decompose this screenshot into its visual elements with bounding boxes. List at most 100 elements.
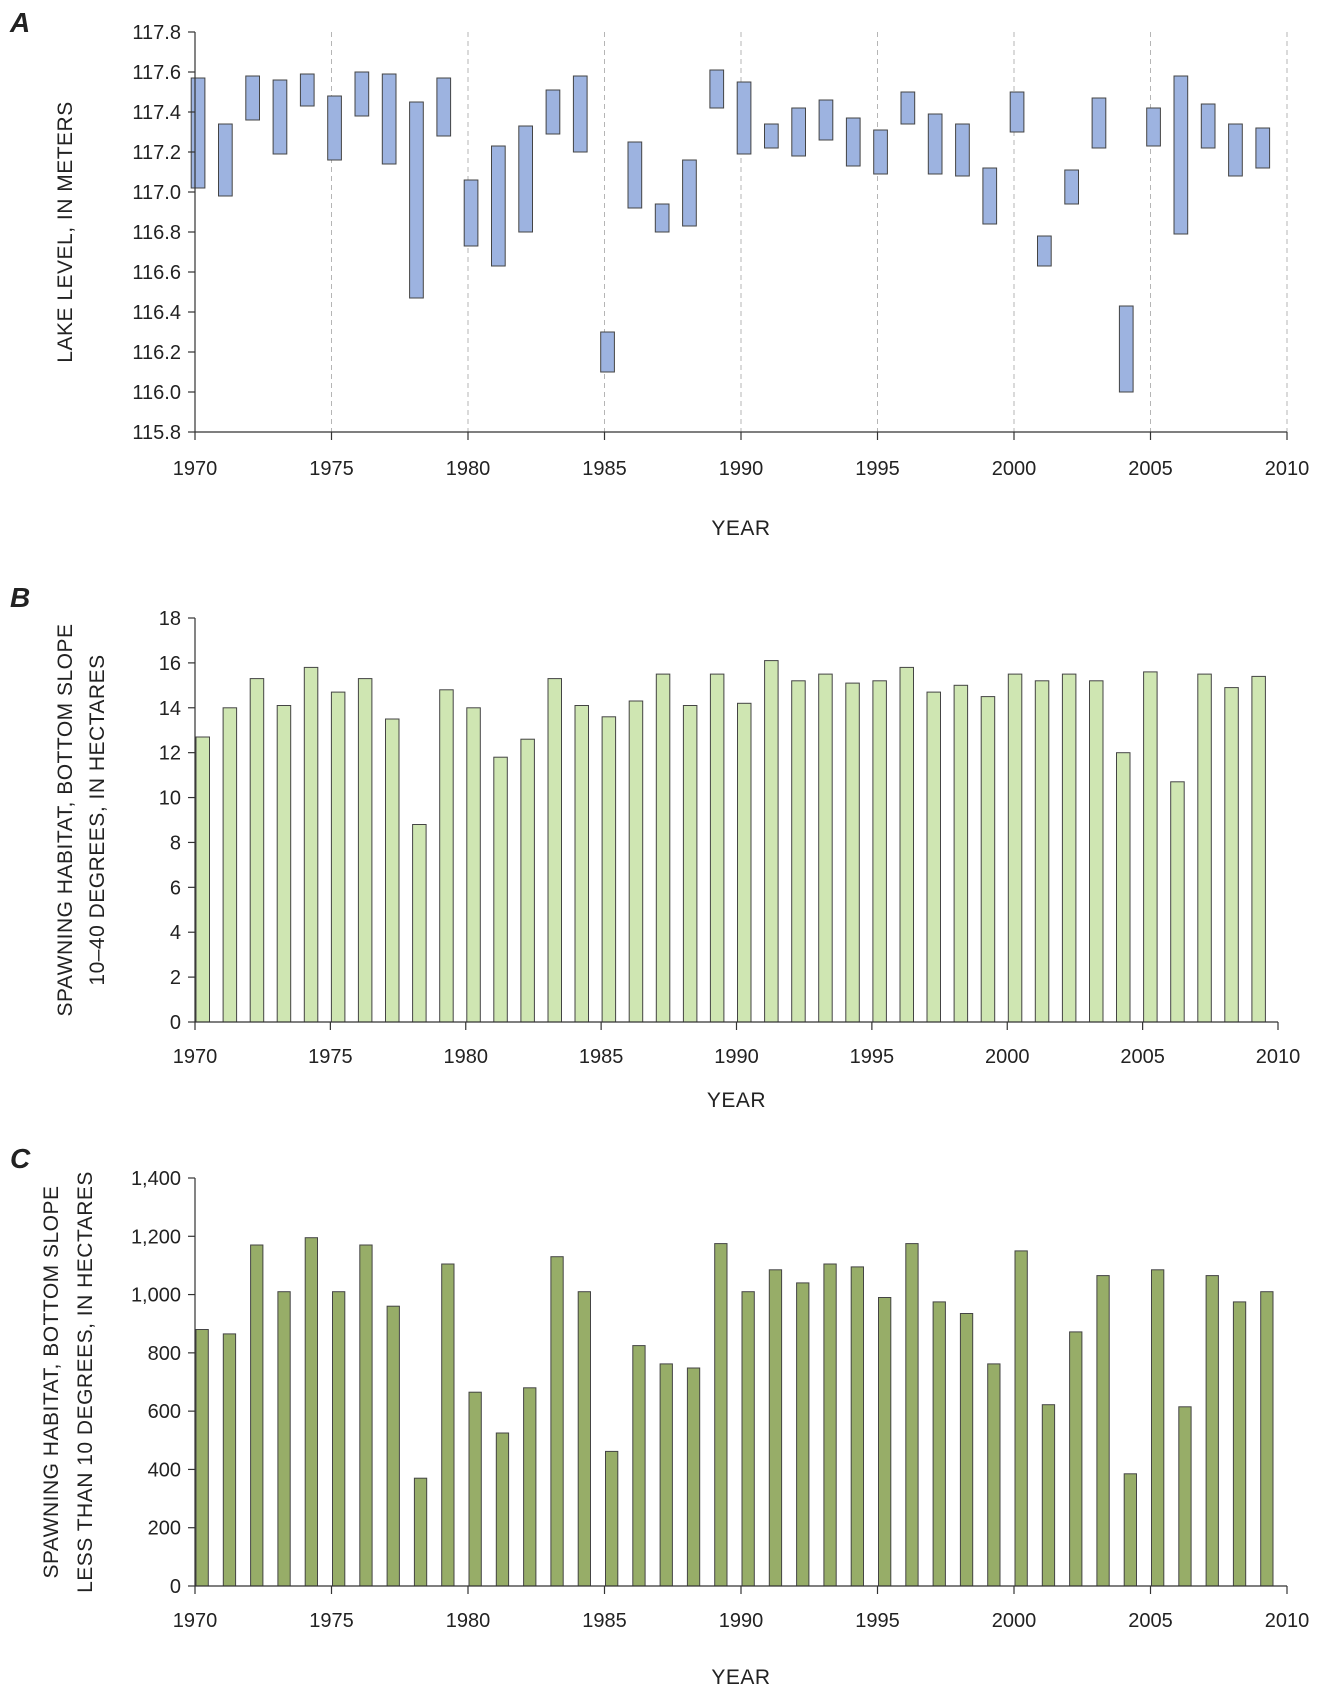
bar-1973 [272, 79, 288, 155]
bar-1983 [550, 1256, 564, 1587]
bar-2000 [1014, 1250, 1028, 1587]
bar-1983 [545, 89, 561, 135]
bar-2006 [1170, 781, 1185, 1023]
x-tick-label-1975: 1975 [308, 1046, 353, 1068]
x-tick-label-1985: 1985 [582, 1610, 627, 1632]
bar-1971 [218, 123, 233, 197]
y-tick-label-10: 10 [159, 788, 181, 810]
bar-1979 [436, 77, 452, 137]
bar-1992 [796, 1282, 810, 1587]
bar-2005 [1146, 107, 1161, 147]
x-tick-label-1995: 1995 [855, 458, 900, 480]
bar-1974 [304, 1237, 319, 1587]
x-tick-label-2005: 2005 [1120, 1046, 1165, 1068]
bar-1988 [682, 705, 698, 1023]
y-tick-label-2: 2 [170, 967, 181, 989]
y-tick-label-117.4: 117.4 [132, 102, 181, 124]
bar-2002 [1069, 1331, 1083, 1587]
bar-2001 [1041, 1404, 1056, 1587]
bar-1991 [764, 123, 779, 149]
y-tick-label-117.0: 117.0 [132, 182, 181, 204]
bar-1992 [791, 680, 806, 1023]
bar-1975 [330, 691, 346, 1023]
bar-2005 [1151, 1269, 1165, 1587]
bar-1995 [878, 1297, 892, 1587]
bar-1975 [332, 1291, 346, 1587]
bar-1977 [381, 73, 397, 165]
bar-2002 [1064, 169, 1080, 205]
bar-1980 [466, 707, 481, 1023]
bar-1977 [385, 718, 400, 1023]
bar-2007 [1200, 103, 1216, 149]
bar-2000 [1007, 673, 1023, 1023]
bar-1978 [409, 101, 424, 299]
bar-1987 [659, 1363, 673, 1587]
bar-1986 [632, 1345, 646, 1587]
bar-2008 [1232, 1301, 1247, 1587]
bar-1970 [195, 736, 210, 1023]
bar-1991 [764, 660, 779, 1023]
bar-1995 [873, 129, 888, 175]
bar-1976 [354, 71, 370, 117]
bar-1993 [823, 1263, 837, 1587]
bar-1993 [818, 99, 834, 141]
bar-1999 [982, 167, 998, 225]
bar-1989 [709, 69, 725, 109]
bar-1996 [899, 666, 914, 1023]
bar-1970 [190, 77, 206, 189]
bar-2003 [1091, 97, 1107, 149]
y-tick-label-1,200: 1,200 [131, 1226, 181, 1248]
y-tick-label-116.8: 116.8 [132, 222, 181, 244]
bar-1982 [523, 1387, 537, 1587]
x-tick-label-1985: 1985 [579, 1046, 624, 1068]
bar-1990 [736, 81, 752, 155]
bar-1991 [768, 1269, 783, 1587]
bar-2002 [1061, 673, 1077, 1023]
y-tick-label-6: 6 [170, 877, 181, 899]
bar-2008 [1224, 687, 1239, 1023]
chart-panel-a: A 115.8 116.0 116.2 116.4 116.6 116.8 117.0 117.… [9, 7, 1309, 540]
bar-1994 [850, 1266, 865, 1587]
bar-2001 [1034, 680, 1050, 1023]
bar-1981 [495, 1432, 510, 1587]
bar-2006 [1173, 75, 1189, 235]
bar-1983 [547, 678, 562, 1023]
bar-1984 [577, 1291, 592, 1587]
bar-2003 [1096, 1275, 1110, 1587]
y-tick-label-1,000: 1,000 [131, 1285, 181, 1307]
bar-1996 [900, 91, 916, 125]
bar-1986 [627, 141, 643, 209]
bar-2007 [1197, 673, 1212, 1023]
x-tick-label-1985: 1985 [582, 458, 627, 480]
bar-1972 [250, 1244, 264, 1587]
x-tick-label-2000: 2000 [992, 1610, 1037, 1632]
bar-1973 [276, 705, 292, 1023]
y-tick-label-1,400: 1,400 [131, 1168, 181, 1190]
bar-1984 [574, 705, 589, 1023]
x-tick-label-1980: 1980 [444, 1046, 489, 1068]
bar-2000 [1009, 91, 1025, 133]
bar-1978 [412, 824, 427, 1023]
bar-1970 [195, 1329, 209, 1587]
bar-1988 [682, 159, 697, 227]
chart-panel-c: C 0 200 400 600 800 1,000 1,200 1,400 1970 1975 198… [10, 1143, 1309, 1689]
bar-1973 [277, 1291, 291, 1587]
y-tick-label-8: 8 [170, 832, 181, 854]
y-tick-label-200: 200 [148, 1518, 181, 1540]
bar-1997 [926, 691, 941, 1023]
bar-1975 [327, 95, 342, 161]
y-tick-label-116.0: 116.0 [132, 382, 181, 404]
bar-2005 [1143, 671, 1158, 1023]
bar-1994 [845, 682, 860, 1023]
bar-1978 [413, 1477, 428, 1587]
bar-1992 [791, 107, 806, 157]
bar-1981 [493, 756, 508, 1023]
y-tick-label-14: 14 [159, 698, 181, 720]
x-tick-label-2005: 2005 [1128, 1610, 1173, 1632]
x-axis-title: YEAR [707, 1089, 766, 1112]
x-tick-label-1970: 1970 [173, 458, 218, 480]
bar-2003 [1089, 680, 1104, 1023]
bar-2004 [1123, 1473, 1137, 1587]
bar-1974 [303, 666, 319, 1023]
